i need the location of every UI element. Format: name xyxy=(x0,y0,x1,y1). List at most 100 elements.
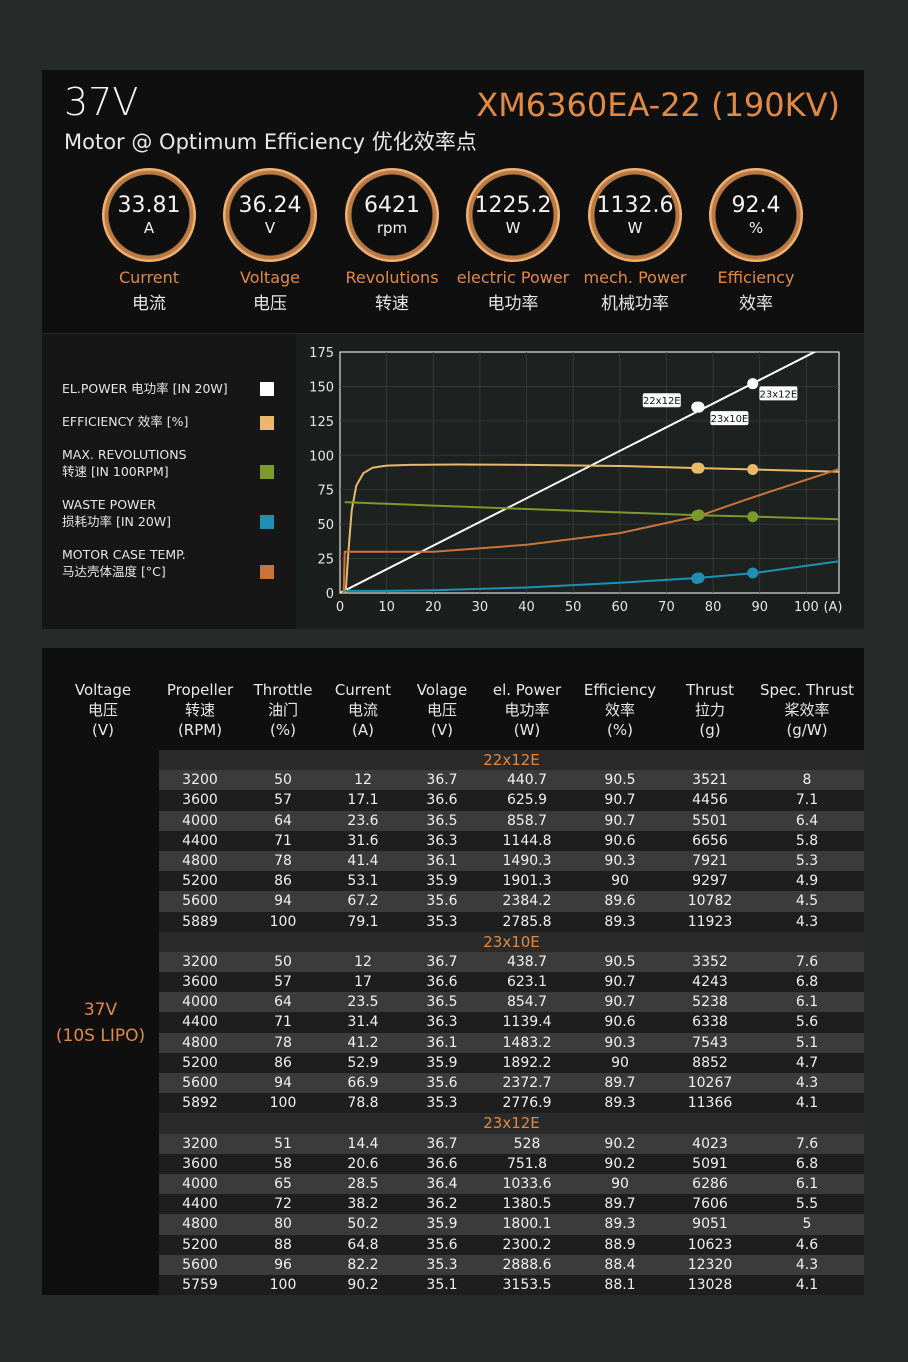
column-header-zh: 桨效率 xyxy=(784,701,830,719)
table-cell: 7606 xyxy=(692,1196,728,1213)
table-cell: 6.8 xyxy=(795,1155,819,1172)
table-cell: 88.1 xyxy=(604,1276,636,1293)
chart-legend: EL.POWER 电功率 [IN 20W] EFFICIENCY 效率 [%] … xyxy=(42,334,296,629)
table-cell: 36.6 xyxy=(426,792,458,809)
column-header-unit: (V) xyxy=(92,721,114,739)
gauge-unit: W xyxy=(627,219,643,237)
y-tick-label: 150 xyxy=(309,380,334,395)
point-label: 23x12E xyxy=(760,389,798,400)
legend-item-efficiency: EFFICIENCY 效率 [%] xyxy=(62,413,274,430)
table-cell: 625.9 xyxy=(506,792,548,809)
x-tick-label: 30 xyxy=(472,600,489,615)
table-cell: 6286 xyxy=(692,1175,728,1192)
table-cell: 5889 xyxy=(182,913,218,930)
table-cell: 71 xyxy=(274,1014,292,1031)
table-cell: 2888.6 xyxy=(502,1256,552,1273)
x-tick-label: 0 xyxy=(336,600,344,615)
table-cell: 90.2 xyxy=(347,1276,379,1293)
table-cell: 72 xyxy=(274,1196,292,1213)
x-tick-label: 10 xyxy=(378,600,395,615)
column-header-en: Spec. Thrust xyxy=(759,681,855,699)
table-cell: 53.1 xyxy=(347,873,379,890)
table-cell: 5600 xyxy=(182,1256,218,1273)
table-row: 3600 58 20.6 36.6 751.8 90.2 5091 6.8 xyxy=(159,1153,864,1174)
table-cell: 78 xyxy=(274,1034,292,1051)
table-cell: 65 xyxy=(274,1175,292,1192)
table-row: 5200 86 53.1 35.9 1901.3 90 9297 4.9 xyxy=(159,871,864,892)
y-tick-label: 75 xyxy=(317,484,334,499)
series-line xyxy=(342,468,839,593)
voltage-group-label: 37V (10S LIPO) xyxy=(42,750,159,1295)
table-cell: 90.2 xyxy=(604,1155,636,1172)
table-cell: 623.1 xyxy=(506,974,548,991)
data-point-marker xyxy=(747,378,759,390)
table-row: 5600 94 66.9 35.6 2372.7 89.7 10267 4.3 xyxy=(159,1073,864,1094)
table-cell: 71 xyxy=(274,832,292,849)
table-cell: 8 xyxy=(802,772,812,789)
table-cell: 64 xyxy=(274,994,292,1011)
gauge-label-en: Efficiency xyxy=(717,268,795,287)
x-tick-label: 50 xyxy=(565,600,582,615)
table-cell: 5501 xyxy=(692,812,728,829)
table-cell: 90 xyxy=(611,1175,629,1192)
table-cell: 3600 xyxy=(182,792,218,809)
data-point-marker xyxy=(747,567,759,579)
table-cell: 4000 xyxy=(182,812,218,829)
column-header-unit: (V) xyxy=(431,721,453,739)
gauge-revolutions: 6421 rpm Revolutions 转速 xyxy=(327,168,457,314)
table-row: 5892 100 78.8 35.3 2776.9 89.3 11366 4.1 xyxy=(159,1093,864,1114)
column-header-zh: 转速 xyxy=(184,701,215,719)
column-header-zh: 电流 xyxy=(347,701,378,719)
column-header-en: el. Power xyxy=(492,681,562,699)
page-subtitle: Motor @ Optimum Efficiency 优化效率点 xyxy=(64,130,477,154)
table-cell: 1800.1 xyxy=(502,1216,552,1233)
table-cell: 50 xyxy=(274,953,292,970)
table-cell: 3200 xyxy=(182,772,218,789)
table-cell: 90.6 xyxy=(604,1014,636,1031)
data-point-marker xyxy=(747,511,759,523)
table-cell: 58 xyxy=(274,1155,292,1172)
table-cell: 79.1 xyxy=(347,913,379,930)
column-header-en: Voltage xyxy=(74,681,132,699)
legend-label: WASTE POWER xyxy=(62,497,156,512)
table-cell: 2384.2 xyxy=(502,893,552,910)
table-cell: 3200 xyxy=(182,1135,218,1152)
table-row: 3600 57 17 36.6 623.1 90.7 4243 6.8 xyxy=(159,972,864,993)
table-cell: 2776.9 xyxy=(502,1095,552,1112)
table-cell: 7921 xyxy=(692,852,728,869)
table-cell: 854.7 xyxy=(506,994,548,1011)
table-cell: 4800 xyxy=(182,1216,218,1233)
table-cell: 36.5 xyxy=(426,994,458,1011)
table-row: 4000 64 23.6 36.5 858.7 90.7 5501 6.4 xyxy=(159,810,864,831)
table-cell: 7.6 xyxy=(795,953,819,970)
table-cell: 4.1 xyxy=(795,1095,819,1112)
table-cell: 4.6 xyxy=(795,1236,819,1253)
table-cell: 88.9 xyxy=(604,1236,636,1253)
table-cell: 528 xyxy=(513,1135,541,1152)
table-cell: 4000 xyxy=(182,994,218,1011)
column-header-zh: 效率 xyxy=(604,701,635,719)
table-cell: 4.9 xyxy=(795,873,819,890)
gauge-voltage: 36.24 V Voltage 电压 xyxy=(205,168,335,314)
x-tick-label: 100 xyxy=(794,600,819,615)
column-header-en: Volage xyxy=(416,681,468,699)
table-cell: 36.7 xyxy=(426,1135,458,1152)
table-cell: 3600 xyxy=(182,1155,218,1172)
legend-swatch xyxy=(260,465,274,479)
gauge-label-zh: 电压 xyxy=(253,294,287,314)
gauge-unit: V xyxy=(264,219,276,237)
table-cell: 100 xyxy=(269,1095,297,1112)
column-header: Propeller 转速 (RPM) xyxy=(145,680,255,740)
legend-label-2: 马达壳体温度 [°C] xyxy=(62,564,166,579)
performance-chart: 0 25 50 75 100 125 150 175 0 10 20 30 40 50 60 70 80 90 10… xyxy=(296,334,864,629)
table-cell: 36.6 xyxy=(426,974,458,991)
table-cell: 1144.8 xyxy=(502,832,552,849)
column-header: Efficiency 效率 (%) xyxy=(565,680,675,740)
legend-label: EL.POWER 电功率 [IN 20W] xyxy=(62,381,228,396)
table-cell: 64.8 xyxy=(347,1236,379,1253)
table-cell: 90 xyxy=(611,1054,629,1071)
table-cell: 89.3 xyxy=(604,913,636,930)
data-point-marker xyxy=(691,510,703,522)
table-cell: 36.5 xyxy=(426,812,458,829)
series-line xyxy=(344,463,839,593)
